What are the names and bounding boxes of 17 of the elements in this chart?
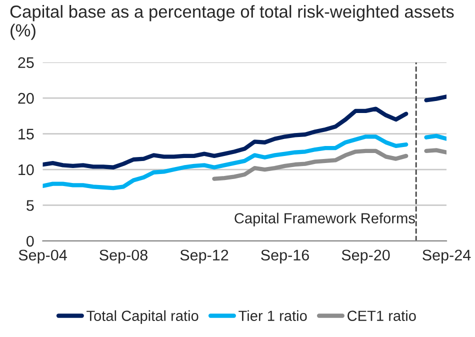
legend-label: CET1 ratio [348, 310, 416, 321]
x-tick-label: Sep-12 [180, 250, 228, 264]
legend-label: Tier 1 ratio [238, 310, 307, 321]
y-tick-label: 25 [18, 57, 34, 68]
y-tick-label: 15 [18, 128, 34, 140]
x-tick-label: Sep-04 [18, 250, 67, 264]
ref-line-label: Capital Framework Reforms [234, 212, 415, 226]
x-tick-label: Sep-08 [100, 250, 148, 264]
x-tick-label: Sep-24 [422, 250, 471, 264]
y-tick-label: 5 [26, 200, 34, 211]
legend-label: Total Capital ratio [86, 310, 198, 324]
y-tick-label: 10 [18, 164, 34, 176]
x-tick-label: Sep-20 [342, 250, 390, 264]
y-tick-label: 20 [18, 92, 34, 104]
y-tick-label: 0 [26, 236, 34, 247]
x-tick-label: Sep-16 [261, 250, 309, 264]
chart-title: Capital base as a percentage of total risk-weighted assets (%) [10, 5, 454, 40]
